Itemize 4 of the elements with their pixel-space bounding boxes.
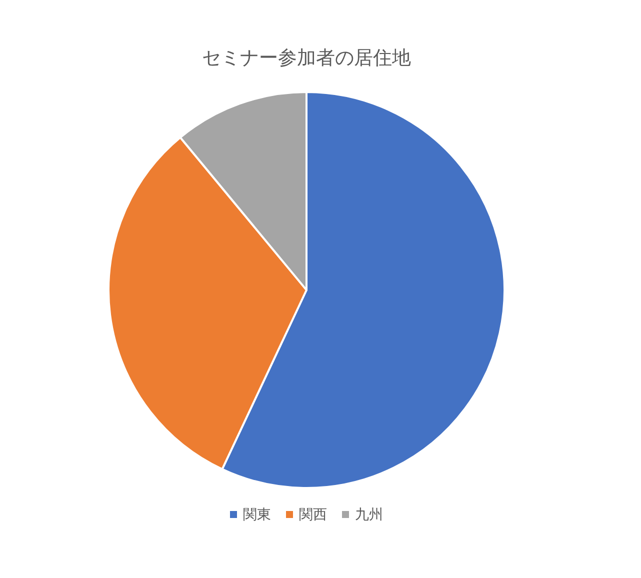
chart-title: セミナー参加者の居住地 [202, 47, 411, 69]
legend-label: 九州 [355, 507, 383, 523]
legend-label: 関西 [299, 507, 327, 523]
legend-label: 関東 [243, 507, 271, 523]
